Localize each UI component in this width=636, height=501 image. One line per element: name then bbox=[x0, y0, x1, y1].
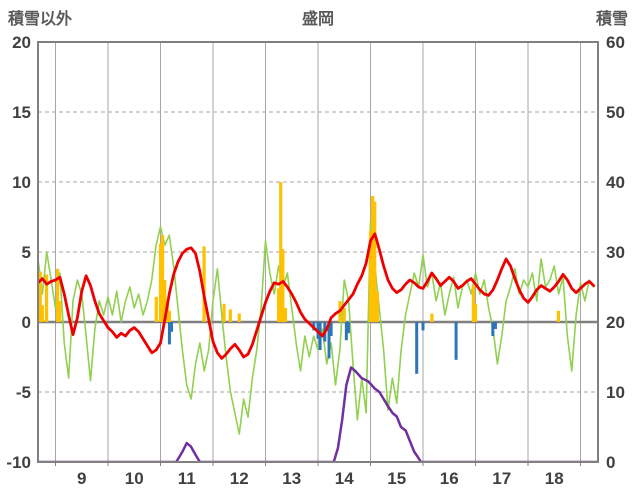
x-axis-tick-label: 11 bbox=[178, 469, 196, 488]
orange_bars-bar bbox=[58, 301, 62, 322]
orange_bars-bar bbox=[281, 249, 285, 322]
blue_bars-bar bbox=[329, 322, 333, 336]
orange_bars-bar bbox=[342, 308, 346, 322]
x-axis-tick-label: 14 bbox=[335, 469, 354, 488]
orange_bars-bar bbox=[202, 246, 206, 322]
left-axis-tick-label: 10 bbox=[12, 173, 31, 192]
orange_bars-bar bbox=[154, 296, 158, 322]
right-axis-tick-label: 60 bbox=[606, 33, 625, 52]
right-axis-tick-label: 10 bbox=[606, 383, 625, 402]
orange_bars-bar bbox=[371, 196, 375, 322]
blue_bars-bar bbox=[327, 322, 331, 359]
left-axis-title: 積雪以外 bbox=[8, 11, 73, 28]
orange_bars-bar bbox=[38, 271, 42, 322]
orange_bars-bar bbox=[556, 310, 561, 322]
blue_bars-bar bbox=[346, 322, 350, 334]
orange_bars-bar bbox=[430, 313, 434, 322]
orange_bars-bar bbox=[373, 201, 377, 322]
blue_bars-bar bbox=[344, 322, 348, 341]
x-axis-tick-label: 9 bbox=[77, 469, 86, 488]
x-axis-tick-label: 13 bbox=[282, 469, 301, 488]
left-axis-tick-label: 20 bbox=[12, 33, 31, 52]
red_line bbox=[38, 232, 596, 360]
series bbox=[38, 182, 598, 462]
left-axis-tick-label: 5 bbox=[22, 243, 31, 262]
gridlines bbox=[38, 42, 598, 462]
x-axis-tick-label: 10 bbox=[125, 469, 144, 488]
x-axis-tick-label: 12 bbox=[230, 469, 249, 488]
orange_bars-bar bbox=[375, 291, 379, 322]
right-axis-tick-label: 0 bbox=[606, 453, 615, 472]
orange_bars-bar bbox=[283, 308, 288, 322]
blue_bars-bar bbox=[167, 322, 171, 345]
orange_bars-bar bbox=[368, 231, 373, 322]
blue_bars-bar bbox=[493, 322, 497, 329]
orange_bars-bar bbox=[277, 288, 281, 322]
orange_bars-bar bbox=[55, 268, 60, 322]
x-axis-tick-label: 15 bbox=[387, 469, 406, 488]
orange_bars-bar bbox=[473, 303, 478, 322]
left-axis-tick-label: -5 bbox=[16, 383, 31, 402]
x-axis-tick-label: 17 bbox=[492, 469, 511, 488]
orange_bars-bar bbox=[222, 303, 226, 322]
blue_bars-bar bbox=[491, 322, 495, 336]
orange_bars-bar bbox=[471, 285, 476, 322]
left-axis-tick-label: 0 bbox=[22, 313, 31, 332]
x-axis-tick-label: 16 bbox=[440, 469, 459, 488]
purple_line bbox=[38, 366, 598, 462]
blue_bars-bar bbox=[318, 322, 322, 350]
right-axis-title: 積雪 bbox=[595, 11, 628, 28]
orange_bars-bar bbox=[40, 305, 44, 322]
orange_bars-bar bbox=[228, 309, 232, 322]
right-axis-tick-label: 30 bbox=[606, 243, 625, 262]
blue_bars-bar bbox=[421, 322, 425, 331]
right-axis-tick-label: 50 bbox=[606, 103, 625, 122]
orange_bars-bar bbox=[237, 313, 241, 322]
orange_bars-bar bbox=[279, 182, 283, 322]
left-axis-tick-label: -10 bbox=[6, 453, 31, 472]
right-axis-tick-label: 40 bbox=[606, 173, 625, 192]
orange_bars-bar bbox=[158, 243, 163, 322]
blue_bars-bar bbox=[454, 322, 458, 360]
x-axis-tick-label: 18 bbox=[545, 469, 564, 488]
orange_bars-bar bbox=[160, 235, 165, 322]
left-axis-tick-label: 15 bbox=[12, 103, 31, 122]
orange_bars-bar bbox=[44, 274, 49, 322]
blue_bars-bar bbox=[415, 322, 419, 374]
right-axis-tick-label: 20 bbox=[606, 313, 625, 332]
orange_bars-bar bbox=[167, 310, 172, 322]
orange_bars-bar bbox=[163, 280, 167, 322]
plot-border bbox=[37, 41, 599, 466]
chart-title: 盛岡 bbox=[301, 11, 334, 28]
green_line bbox=[38, 220, 595, 435]
blue_bars-bar bbox=[170, 322, 174, 332]
